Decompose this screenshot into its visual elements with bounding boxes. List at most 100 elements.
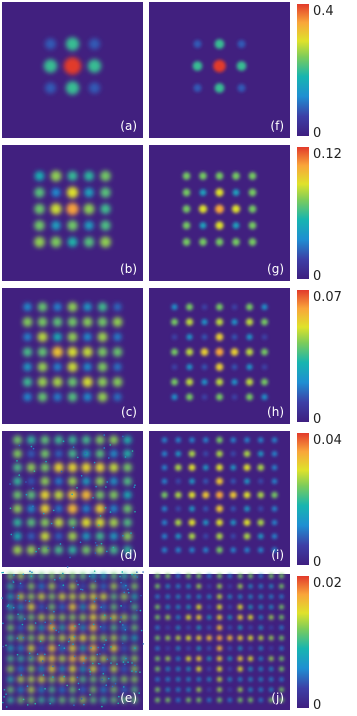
spot — [66, 202, 79, 216]
spot — [155, 604, 160, 610]
spot — [248, 221, 257, 230]
noise — [134, 510, 136, 513]
noise — [127, 661, 129, 663]
noise — [120, 605, 122, 607]
spot — [100, 655, 107, 663]
noise — [121, 571, 124, 573]
noise — [31, 571, 33, 574]
spot — [185, 378, 194, 386]
spot — [100, 696, 107, 704]
spot — [246, 303, 253, 311]
spot — [26, 545, 36, 555]
spot — [176, 604, 181, 610]
spot — [258, 687, 263, 692]
spot — [217, 697, 222, 703]
spot — [123, 490, 132, 500]
spot — [27, 686, 35, 694]
spot — [120, 593, 128, 601]
panel-label: (i) — [271, 548, 284, 562]
noise — [119, 621, 121, 623]
spot — [189, 505, 195, 512]
spot — [120, 613, 128, 621]
noise — [139, 671, 141, 673]
spot — [40, 490, 50, 500]
panel-label: (j) — [271, 691, 284, 705]
noise — [140, 629, 143, 632]
noise — [7, 604, 10, 606]
spot — [176, 594, 181, 599]
spot — [258, 697, 263, 703]
noise — [76, 676, 79, 679]
spot — [97, 317, 108, 327]
spot — [279, 666, 284, 672]
spot — [110, 582, 118, 590]
spot — [48, 634, 56, 642]
spot — [271, 519, 278, 526]
noise — [3, 688, 6, 691]
noise — [22, 698, 25, 701]
spot — [215, 238, 224, 246]
spot — [203, 437, 209, 443]
spot — [237, 697, 243, 703]
spot — [186, 594, 191, 599]
spot — [95, 503, 105, 514]
noise — [76, 456, 79, 459]
spot — [110, 686, 118, 693]
noise — [89, 693, 91, 696]
spot — [17, 675, 25, 683]
noise — [109, 617, 112, 619]
spot — [176, 656, 181, 661]
noise — [122, 661, 125, 663]
spot — [261, 378, 268, 386]
spot — [246, 364, 253, 370]
spot — [123, 545, 132, 555]
spot — [237, 687, 243, 693]
noise — [17, 597, 20, 600]
spot — [243, 464, 251, 471]
noise — [44, 653, 46, 656]
spot — [268, 697, 274, 703]
noise — [18, 474, 21, 476]
spot — [216, 594, 223, 600]
spot — [89, 676, 97, 683]
spot — [171, 394, 178, 400]
spot — [131, 624, 138, 631]
noise — [112, 546, 115, 549]
spot — [176, 677, 181, 682]
spot — [227, 656, 232, 661]
spot — [176, 584, 181, 589]
spot — [37, 302, 48, 312]
spot — [231, 394, 238, 400]
colorbar-max-label: 0.07 — [313, 290, 342, 305]
noise — [122, 624, 124, 626]
spot — [50, 236, 62, 248]
spot — [48, 593, 56, 601]
noise — [99, 625, 102, 628]
spot — [48, 675, 56, 683]
spot — [109, 545, 118, 555]
noise — [49, 622, 52, 625]
spot — [27, 582, 35, 590]
spot — [186, 697, 191, 703]
spot-pattern — [22, 302, 123, 402]
spot — [214, 83, 225, 93]
noise — [5, 693, 7, 696]
noise — [63, 675, 65, 678]
spot — [196, 604, 202, 610]
spot — [258, 615, 263, 620]
spot — [120, 675, 128, 683]
colorbar-max-label: 0.12 — [313, 147, 342, 162]
noise — [30, 575, 33, 578]
spot-pattern — [43, 37, 102, 95]
spot — [244, 478, 250, 485]
noise — [121, 642, 124, 645]
spot — [13, 449, 22, 459]
spot — [186, 687, 191, 692]
noise — [52, 676, 54, 678]
noise — [60, 470, 63, 473]
noise — [19, 582, 22, 585]
spot — [82, 317, 93, 327]
spot — [48, 655, 56, 663]
spot — [186, 364, 193, 370]
spot — [258, 604, 263, 610]
